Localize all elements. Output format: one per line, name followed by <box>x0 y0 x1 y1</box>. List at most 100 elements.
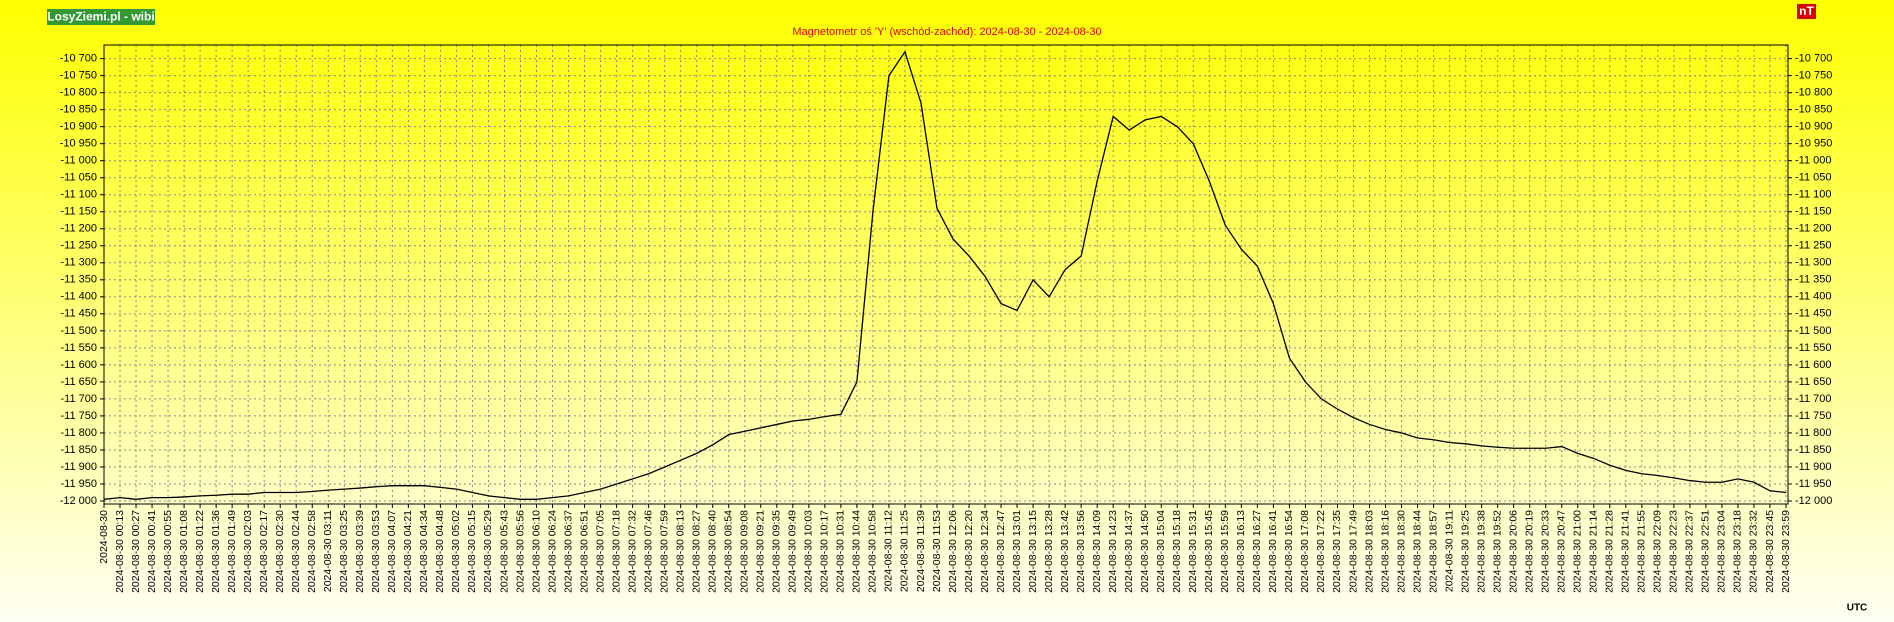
y2-tick-label: -11 200 <box>1795 223 1832 235</box>
y-tick-label: -12 000 <box>60 495 97 507</box>
brand-badge <box>47 9 155 25</box>
x-tick-label: 2024-08-30 02:17 <box>258 510 270 593</box>
x-tick-label: 2024-08-30 23:32 <box>1748 510 1760 593</box>
x-tick-label: 2024-08-30 16:27 <box>1251 510 1263 593</box>
x-tick-label: 2024-08-30 07:05 <box>594 510 606 593</box>
y-tick-label: -11 900 <box>61 461 98 473</box>
x-tick-label: 2024-08-30 18:16 <box>1379 510 1391 593</box>
y-tick-label: -11 400 <box>61 291 98 303</box>
x-tick-label: 2024-08-30 07:32 <box>626 510 638 593</box>
x-tick-label: 2024-08-30 16:41 <box>1267 510 1279 593</box>
x-tick-label: 2024-08-30 10:58 <box>867 510 879 593</box>
x-tick-label: 2024-08-30 14:23 <box>1107 510 1119 593</box>
y-tick-label: -11 500 <box>61 325 98 337</box>
y-tick-label: -11 350 <box>61 274 98 286</box>
x-tick-label: 2024-08-30 18:03 <box>1363 510 1375 593</box>
x-tick-label: 2024-08-30 21:14 <box>1588 510 1600 593</box>
x-tick-label: 2024-08-30 13:28 <box>1043 510 1055 593</box>
x-tick-label: 2024-08-30 11:53 <box>931 510 943 592</box>
chart-title: Magnetometr oś 'Y' (wschód-zachód): 2024… <box>792 26 1101 38</box>
y-tick-label: -11 150 <box>61 206 98 218</box>
y2-tick-label: -10 850 <box>1795 104 1832 116</box>
x-tick-label: 2024-08-30 08:27 <box>690 510 702 593</box>
x-tick-label: 2024-08-30 06:24 <box>546 510 558 593</box>
x-tick-label: 2024-08-30 04:21 <box>402 510 414 593</box>
y-tick-label: -11 050 <box>61 172 98 184</box>
y2-tick-label: -10 900 <box>1795 121 1832 133</box>
x-tick-label: 2024-08-30 07:59 <box>658 510 670 593</box>
x-tick-label: 2024-08-30 05:29 <box>482 510 494 593</box>
y2-tick-label: -11 800 <box>1795 427 1832 439</box>
y-tick-label: -11 850 <box>61 444 98 456</box>
x-tick-label: 2024-08-30 02:30 <box>274 510 286 593</box>
x-tick-label: 2024-08-30 13:42 <box>1059 510 1071 593</box>
x-tick-label: 2024-08-30 21:55 <box>1636 510 1648 593</box>
y-tick-label: -11 550 <box>61 342 98 354</box>
y-tick-label: -10 700 <box>60 53 97 65</box>
x-tick-label: 2024-08-30 19:25 <box>1459 510 1471 593</box>
x-tick-label: 2024-08-30 00:27 <box>130 510 142 593</box>
x-tick-label: 2024-08-30 01:22 <box>194 510 206 593</box>
x-tick-label: 2024-08-30 05:56 <box>514 510 526 593</box>
x-tick-label: 2024-08-30 13:56 <box>1075 510 1087 593</box>
x-tick-label: 2024-08-30 21:28 <box>1604 510 1616 593</box>
x-tick-label: 2024-08-30 07:18 <box>610 510 622 593</box>
x-tick-label: 2024-08-30 08:54 <box>723 510 735 593</box>
x-tick-label: 2024-08-30 14:37 <box>1123 510 1135 593</box>
x-tick-label: 2024-08-30 06:37 <box>562 510 574 593</box>
x-tick-label: 2024-08-30 <box>98 510 110 564</box>
x-tick-label: 2024-08-30 23:59 <box>1780 510 1792 593</box>
y-tick-label: -11 700 <box>61 393 98 405</box>
timezone-label: UTC <box>1847 603 1868 614</box>
x-tick-label: 2024-08-30 02:44 <box>290 510 302 593</box>
y-tick-label: -11 750 <box>61 410 98 422</box>
x-tick-label: 2024-08-30 12:47 <box>995 510 1007 593</box>
y2-tick-label: -11 450 <box>1795 308 1832 320</box>
x-tick-label: 2024-08-30 09:21 <box>755 510 767 593</box>
y-tick-label: -10 950 <box>60 138 97 150</box>
x-tick-label: 2024-08-30 19:38 <box>1475 510 1487 593</box>
y2-tick-label: -11 400 <box>1795 291 1832 303</box>
x-tick-label: 2024-08-30 03:25 <box>338 510 350 593</box>
x-tick-label: 2024-08-30 03:11 <box>322 510 334 592</box>
x-tick-label: 2024-08-30 16:54 <box>1283 510 1295 593</box>
x-tick-label: 2024-08-30 02:03 <box>242 510 254 593</box>
y2-tick-label: -11 000 <box>1795 155 1832 167</box>
y-tick-label: -11 100 <box>61 189 98 201</box>
x-tick-label: 2024-08-30 05:02 <box>450 510 462 593</box>
y-tick-label: -11 300 <box>61 257 98 269</box>
y-tick-label: -11 450 <box>61 308 98 320</box>
x-tick-label: 2024-08-30 00:55 <box>162 510 174 593</box>
x-tick-label: 2024-08-30 17:49 <box>1347 510 1359 593</box>
x-tick-label: 2024-08-30 01:08 <box>178 510 190 593</box>
y2-tick-label: -10 750 <box>1795 70 1832 82</box>
y2-tick-label: -11 600 <box>1795 359 1832 371</box>
x-tick-label: 2024-08-30 23:04 <box>1716 510 1728 593</box>
x-tick-label: 2024-08-30 12:06 <box>947 510 959 593</box>
x-tick-label: 2024-08-30 21:00 <box>1572 510 1584 593</box>
plot-frame <box>103 44 1789 505</box>
x-tick-label: 2024-08-30 19:52 <box>1491 510 1503 593</box>
y-tick-label: -11 800 <box>61 427 98 439</box>
x-tick-label: 2024-08-30 04:34 <box>418 510 430 593</box>
x-tick-label: 2024-08-30 10:17 <box>819 510 831 593</box>
x-tick-label: 2024-08-30 23:45 <box>1764 510 1776 593</box>
x-tick-label: 2024-08-30 18:30 <box>1395 510 1407 593</box>
y-tick-label: -11 000 <box>61 155 98 167</box>
x-tick-label: 2024-08-30 20:19 <box>1523 510 1535 593</box>
x-tick-label: 2024-08-30 01:36 <box>210 510 222 593</box>
y2-tick-label: -10 700 <box>1795 53 1832 65</box>
x-tick-label: 2024-08-30 18:44 <box>1411 510 1423 593</box>
x-tick-label: 2024-08-30 15:18 <box>1171 510 1183 593</box>
x-tick-label: 2024-08-30 17:08 <box>1299 510 1311 593</box>
x-tick-label: 2024-08-30 21:41 <box>1620 510 1632 593</box>
x-tick-label: 2024-08-30 20:33 <box>1539 510 1551 593</box>
y-tick-label: -11 600 <box>61 359 98 371</box>
x-tick-label: 2024-08-30 15:31 <box>1187 510 1199 593</box>
y-tick-label: -10 900 <box>60 121 97 133</box>
y2-tick-label: -11 900 <box>1795 461 1832 473</box>
x-tick-label: 2024-08-30 14:50 <box>1139 510 1151 593</box>
x-tick-label: 2024-08-30 06:51 <box>578 510 590 593</box>
